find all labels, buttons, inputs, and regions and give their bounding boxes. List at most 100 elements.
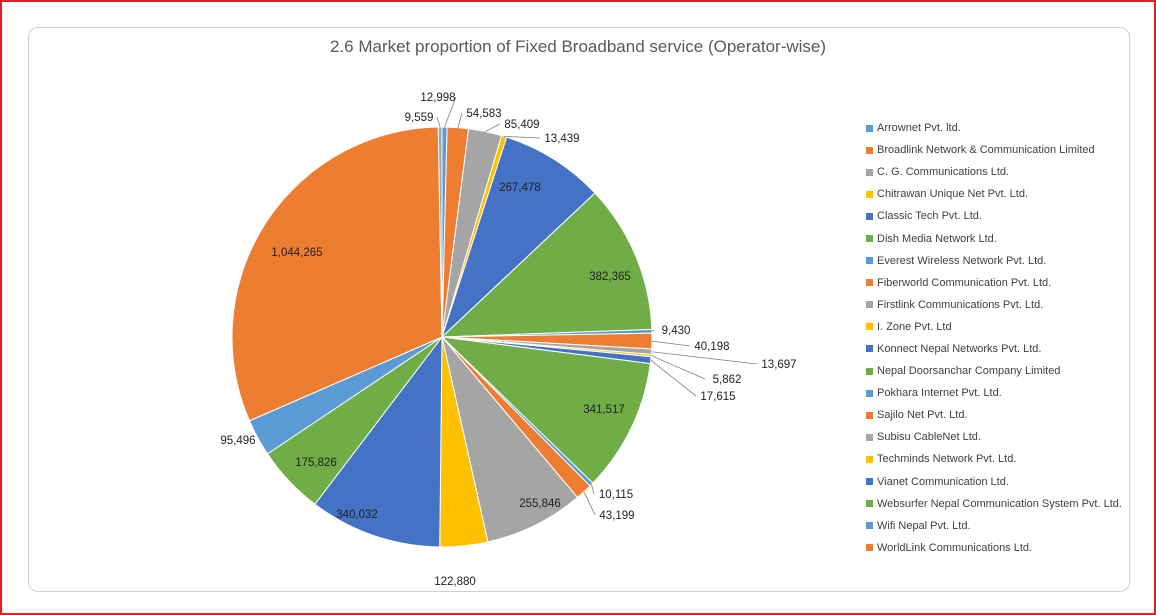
legend-swatch — [866, 544, 873, 552]
legend-label: Vianet Communication Ltd. — [877, 475, 1009, 488]
legend-swatch — [866, 389, 873, 397]
data-label: 9,559 — [405, 112, 434, 124]
data-label: 5,862 — [713, 374, 742, 386]
legend-swatch — [866, 279, 873, 287]
data-label: 10,115 — [599, 489, 633, 501]
data-label: 17,615 — [700, 391, 735, 403]
legend-swatch — [866, 146, 873, 154]
legend-swatch — [866, 500, 873, 508]
pie-slice — [441, 336, 579, 543]
legend-swatch — [866, 522, 873, 530]
legend-label: Firstlink Communications Pvt. Ltd. — [877, 298, 1044, 311]
legend-item: Fiberworld Communication Pvt. Ltd. — [866, 272, 1122, 294]
legend-swatch — [866, 478, 873, 486]
legend-swatch — [866, 455, 873, 463]
legend-swatch — [866, 190, 873, 198]
legend-label: Chitrawan Unique Net Pvt. Ltd. — [877, 188, 1029, 201]
leader-line — [583, 491, 596, 516]
legend-label: Wifi Nepal Pvt. Ltd. — [877, 519, 971, 532]
legend-item: Pokhara Internet Pvt. Ltd. — [866, 382, 1122, 404]
legend-item: Sajilo Net Pvt. Ltd. — [866, 404, 1122, 426]
legend-label: C. G. Communications Ltd. — [877, 166, 1010, 179]
legend-swatch — [866, 411, 873, 419]
legend-item: Nepal Doorsanchar Company Limited — [866, 360, 1122, 382]
data-label: 340,032 — [336, 509, 378, 521]
legend-swatch — [866, 235, 873, 243]
leader-line — [651, 340, 691, 347]
legend-swatch — [866, 168, 873, 176]
legend-swatch — [866, 301, 873, 309]
leader-line — [457, 112, 463, 128]
data-label: 85,409 — [504, 119, 539, 131]
legend-swatch — [866, 124, 873, 132]
leader-line — [504, 135, 541, 139]
legend-swatch — [866, 212, 873, 220]
data-label: 1,044,265 — [271, 247, 322, 259]
legend-swatch — [866, 367, 873, 375]
legend-label: Broadlink Network & Communication Limite… — [877, 144, 1095, 157]
data-label: 382,365 — [589, 271, 631, 283]
legend-label: Sajilo Net Pvt. Ltd. — [877, 409, 968, 422]
legend-item: Chitrawan Unique Net Pvt. Ltd. — [866, 183, 1122, 205]
leader-line — [651, 355, 706, 380]
pie-slice — [441, 136, 596, 338]
data-label: 40,198 — [694, 341, 729, 353]
leader-line — [485, 123, 501, 132]
legend-item: Arrownet Pvt. ltd. — [866, 117, 1122, 139]
data-label: 341,517 — [583, 404, 625, 416]
data-label: 54,583 — [466, 108, 501, 120]
legend-swatch — [866, 345, 873, 353]
legend-item: Konnect Nepal Networks Pvt. Ltd. — [866, 338, 1122, 360]
legend-item: Websurfer Nepal Communication System Pvt… — [866, 493, 1122, 515]
pie-slice — [231, 126, 443, 422]
legend-item: Broadlink Network & Communication Limite… — [866, 139, 1122, 161]
leader-line — [651, 351, 758, 365]
data-label: 13,439 — [544, 133, 579, 145]
legend-label: Pokhara Internet Pvt. Ltd. — [877, 387, 1002, 400]
pie-slice — [314, 335, 443, 548]
legend-label: Websurfer Nepal Communication System Pvt… — [877, 497, 1122, 510]
pie-slice — [440, 192, 653, 338]
leader-line — [651, 329, 655, 332]
pie-slice — [437, 126, 443, 338]
legend-item: Wifi Nepal Pvt. Ltd. — [866, 515, 1122, 537]
legend-item: Techminds Network Pvt. Ltd. — [866, 448, 1122, 470]
data-label: 255,846 — [519, 498, 561, 510]
legend-label: Arrownet Pvt. ltd. — [877, 122, 961, 135]
data-label: 43,199 — [599, 510, 634, 522]
data-label: 267,478 — [499, 182, 541, 194]
data-label: 12,998 — [420, 92, 455, 104]
legend-label: Classic Tech Pvt. Ltd. — [877, 210, 982, 223]
legend-item: Vianet Communication Ltd. — [866, 471, 1122, 493]
legend-label: Konnect Nepal Networks Pvt. Ltd. — [877, 342, 1042, 355]
legend-item: Subisu CableNet Ltd. — [866, 426, 1122, 448]
legend-item: I. Zone Pvt. Ltd — [866, 316, 1122, 338]
leader-line — [650, 359, 697, 397]
legend-label: Dish Media Network Ltd. — [877, 232, 997, 245]
data-label: 9,430 — [662, 325, 691, 337]
legend-swatch — [866, 257, 873, 265]
legend-item: Classic Tech Pvt. Ltd. — [866, 205, 1122, 227]
legend-item: Dish Media Network Ltd. — [866, 227, 1122, 249]
legend-label: Nepal Doorsanchar Company Limited — [877, 365, 1061, 378]
legend-swatch — [866, 433, 873, 441]
chart-card — [28, 27, 1130, 592]
data-label: 175,826 — [295, 457, 337, 469]
data-label: 122,880 — [434, 576, 476, 588]
chart-title: 2.6 Market proportion of Fixed Broadband… — [329, 37, 827, 56]
legend-item: WorldLink Communications Ltd. — [866, 537, 1122, 559]
legend: Arrownet Pvt. ltd. Broadlink Network & Co… — [866, 117, 1122, 559]
leader-line — [591, 484, 595, 495]
leader-line — [436, 116, 441, 128]
legend-item: Firstlink Communications Pvt. Ltd. — [866, 294, 1122, 316]
pie-slice — [440, 336, 651, 484]
legend-label: WorldLink Communications Ltd. — [877, 541, 1033, 554]
legend-label: Fiberworld Communication Pvt. Ltd. — [877, 276, 1052, 289]
legend-label: I. Zone Pvt. Ltd — [877, 320, 952, 333]
legend-label: Techminds Network Pvt. Ltd. — [877, 453, 1017, 466]
legend-label: Everest Wireless Network Pvt. Ltd. — [877, 254, 1047, 267]
data-label: 13,697 — [761, 359, 796, 371]
data-label: 95,496 — [220, 435, 255, 447]
